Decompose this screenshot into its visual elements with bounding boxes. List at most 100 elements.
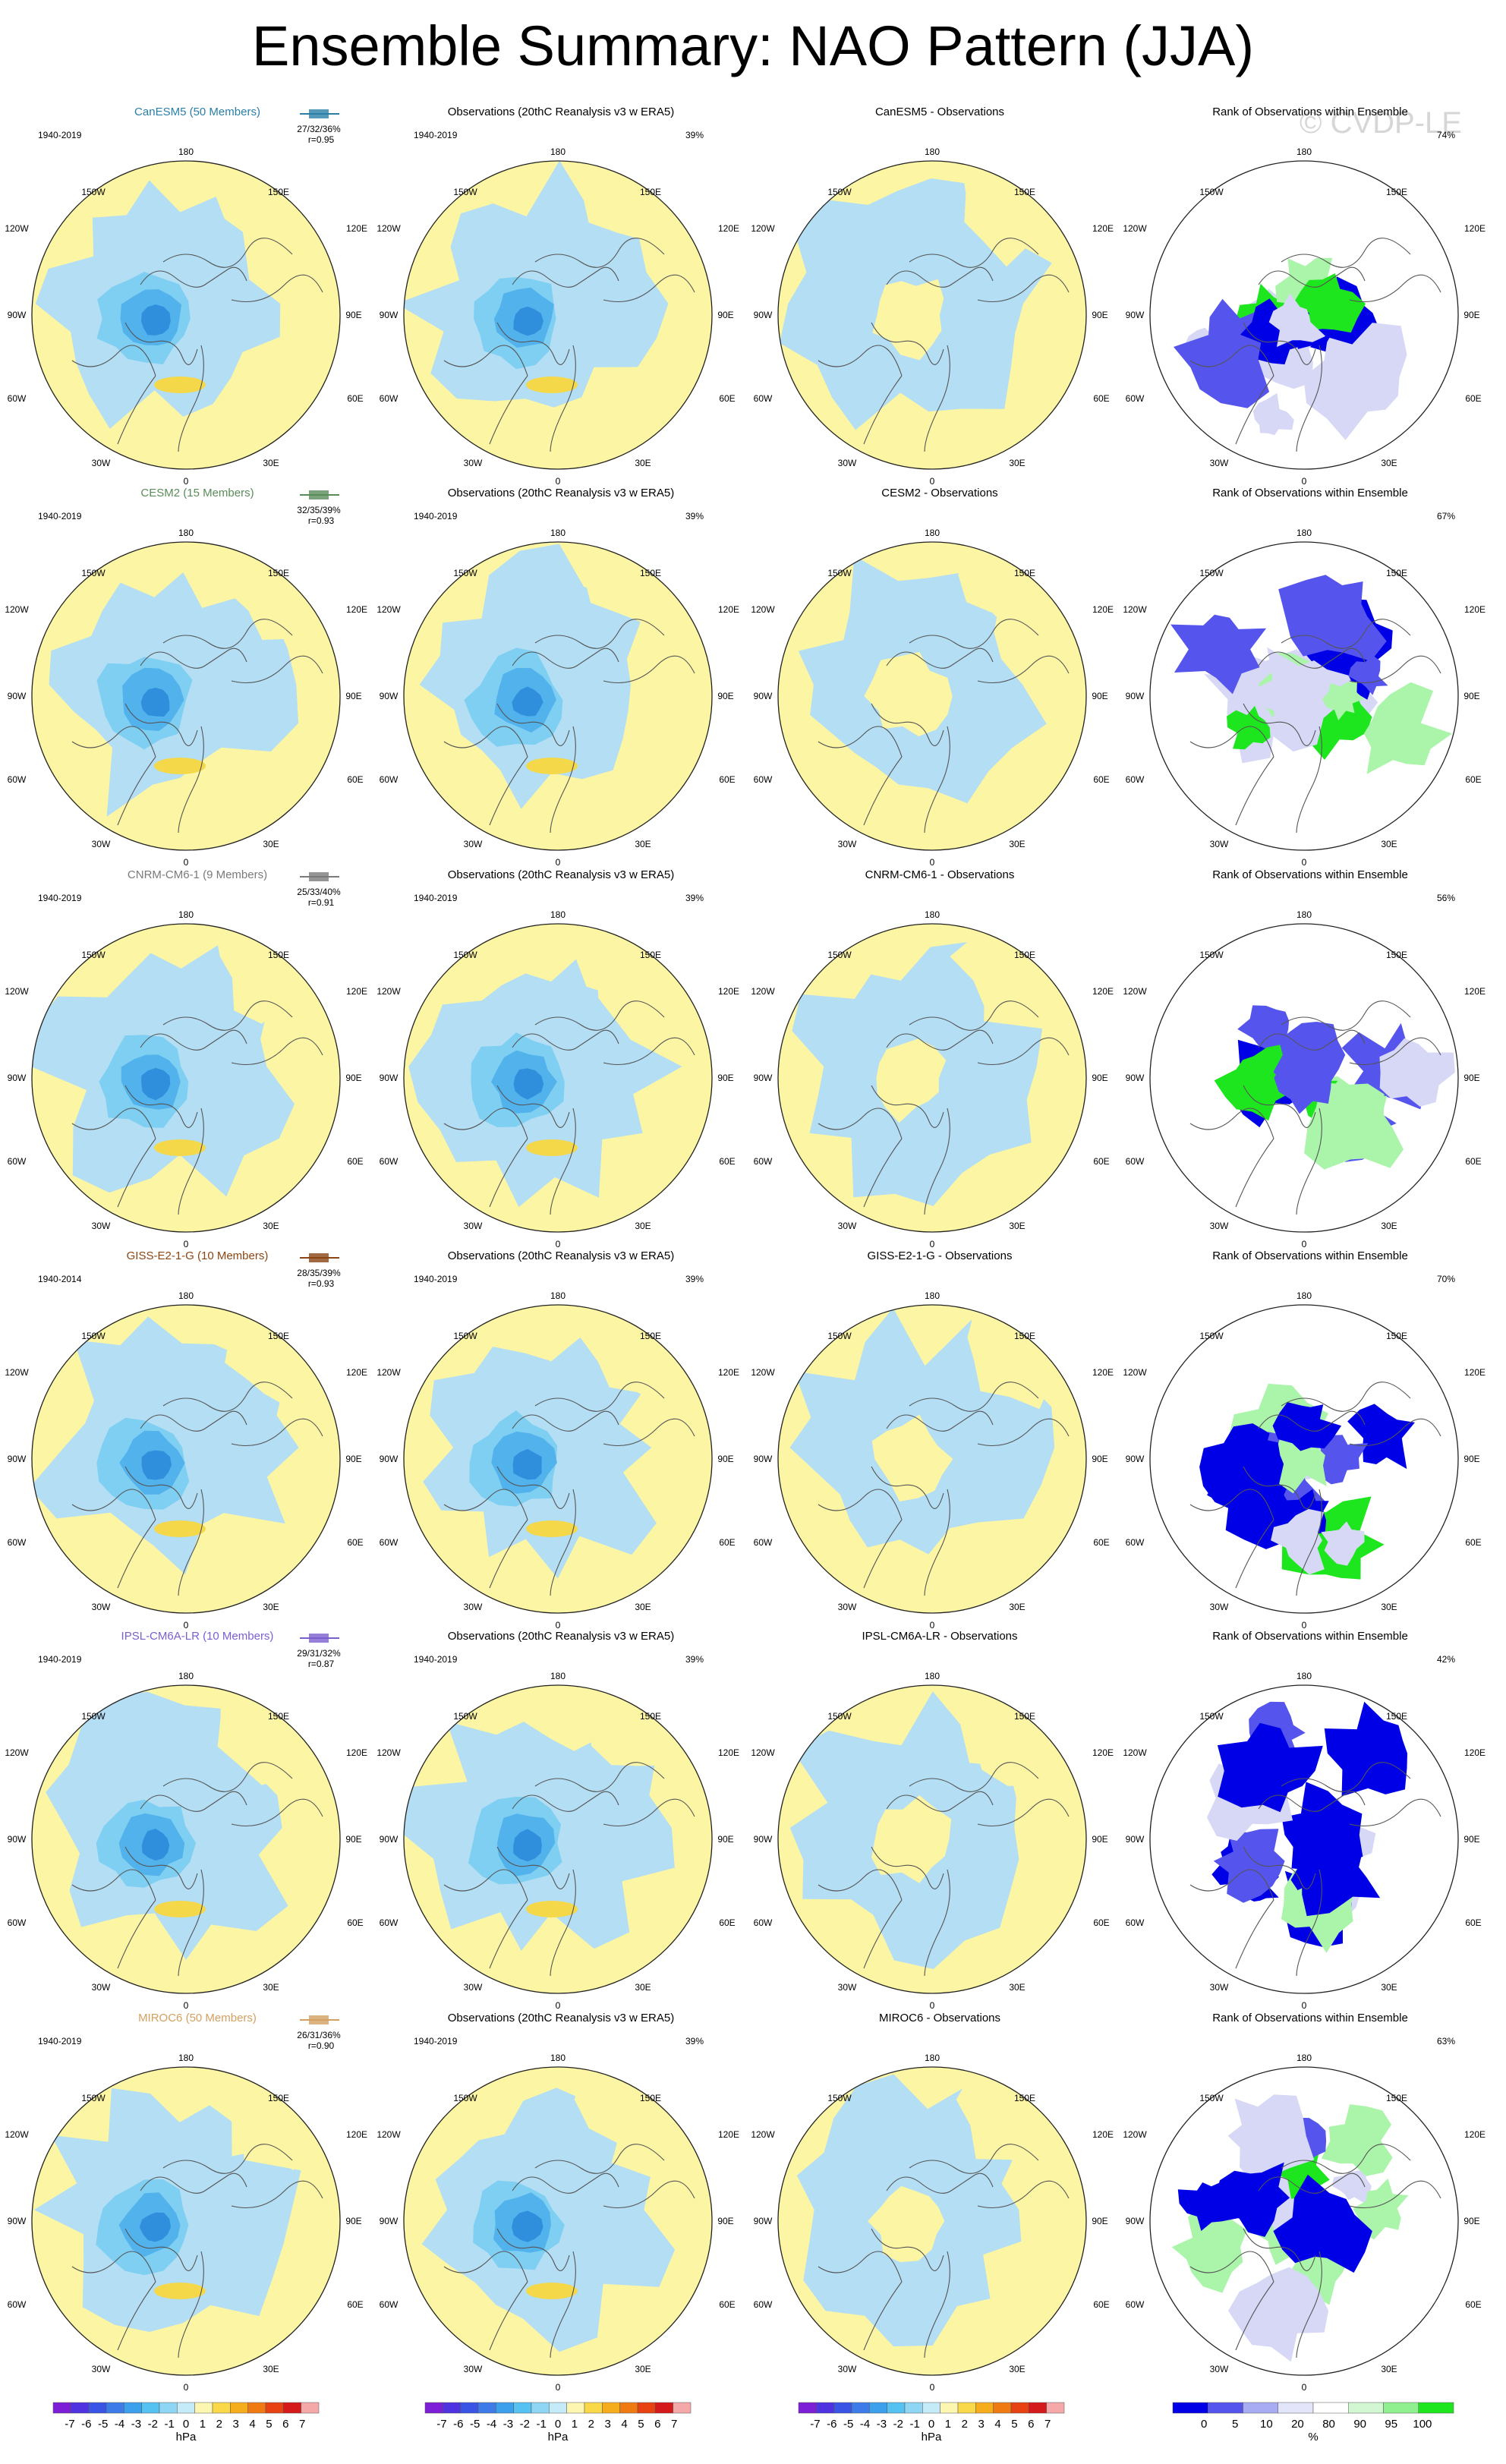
lon-label-30e: 30E [1009,839,1025,849]
colorbar-label: -6 [81,2418,91,2431]
colorbar-swatch-1 [1208,2402,1243,2414]
colorbar-swatch-3 [106,2402,124,2414]
obs-pct: 39% [685,130,704,140]
coastline-5 [603,1418,695,1447]
lon-label-0: 0 [930,2000,935,2011]
colorbar-label: 6 [654,2418,660,2431]
rank-title: Rank of Observations within Ensemble [1212,487,1408,499]
lon-label-0: 0 [184,1239,189,1249]
lon-label-30e: 30E [635,458,651,468]
coastline-2 [534,1000,665,1031]
coastline-4 [71,1108,156,1139]
map-border [403,923,713,1233]
coastline-3 [924,1489,950,1596]
lon-label-150e: 150E [268,2093,289,2103]
colorbar-unit: % [1308,2431,1318,2444]
map-panel-obs-1: 180 150W 150E 120W 120E 90W 90E 60W 60E 30W 30E 0 Ob… [376,106,739,487]
coastline-3 [924,1108,950,1215]
lon-label-90w: 90W [380,1454,399,1464]
lon-label-60w: 60W [380,1917,399,1928]
lon-label-30w: 30W [1210,458,1229,468]
coastline-0 [140,648,247,669]
lon-label-120e: 120E [346,1747,367,1758]
diff-positive-region [871,1795,952,1883]
rank-pct: 74% [1437,130,1455,140]
lon-label-120e: 120E [718,1367,739,1378]
coastline-3 [1296,345,1322,452]
lon-label-90e: 90E [717,1454,733,1464]
rank-title: Rank of Observations within Ensemble [1212,1249,1408,1262]
coastline-2 [162,2144,293,2174]
lon-label-120w: 120W [376,986,401,997]
lon-label-0: 0 [184,476,189,487]
lon-label-90e: 90E [1463,310,1479,320]
coastline-0 [140,266,247,288]
rank-region-12 [1215,2162,1290,2237]
colorbar-swatch-6 [904,2402,923,2414]
lon-label-120e: 120E [346,1367,367,1378]
lon-label-120e: 120E [1092,604,1114,615]
lon-label-120w: 120W [1123,1747,1147,1758]
map-border [31,160,341,470]
obs-pct: 39% [685,2036,704,2047]
lon-label-60e: 60E [347,1537,363,1548]
coastline-5 [1349,2180,1441,2209]
lon-label-120w: 120W [1123,2129,1147,2140]
lon-label-150w: 150W [1199,950,1224,960]
coastline-1 [871,2228,944,2271]
coastline-1 [124,1466,198,1509]
positive-core [526,377,578,393]
negative-core-3 [512,2210,543,2242]
colorbar-label: -6 [827,2418,836,2431]
lon-label-60w: 60W [8,2299,27,2310]
colorbar-swatch-3 [1278,2402,1314,2414]
lon-label-120e: 120E [1092,1367,1114,1378]
coastline-6 [863,1899,903,1969]
lon-label-150w: 150W [1199,187,1224,197]
rank-region-13 [1321,1521,1365,1566]
map-border [403,1684,713,1994]
coastline-0 [886,1029,994,1051]
lon-label-30w: 30W [92,2364,111,2374]
coastline-2 [162,619,293,649]
model-pct-stats: 26/31/36% [297,2030,341,2040]
coastline-5 [231,1798,323,1827]
rank-region-5 [1237,1005,1290,1054]
map-border [1149,923,1459,1233]
rank-pct: 70% [1437,1274,1455,1284]
lon-label-120w: 120W [5,1367,29,1378]
colorbar-label: -4 [115,2418,124,2431]
lon-label-180: 180 [550,2053,566,2063]
coastline-0 [512,2173,619,2194]
lon-label-60e: 60E [1465,1537,1481,1548]
lon-label-120w: 120W [376,604,401,615]
colorbar-swatch-11 [619,2402,638,2414]
coastline-0 [512,648,619,669]
lon-label-30e: 30E [263,1602,279,1612]
coastline-2 [909,1382,1039,1412]
positive-region-north [956,2067,1085,2164]
lon-label-90e: 90E [1092,1454,1107,1464]
lon-label-90e: 90E [345,310,361,320]
colorbar-label: 90 [1353,2418,1366,2431]
coastline-1 [496,2228,570,2271]
negative-core-3 [141,1829,170,1861]
obs-period: 1940-2019 [414,893,458,903]
rank-title: Rank of Observations within Ensemble [1212,2012,1408,2024]
colorbar-label: 0 [555,2418,561,2431]
map-panel-obs-2: 180 150W 150E 120W 120E 90W 90E 60W 60E 30W 30E 0 Ob… [376,487,739,868]
rank-title: Rank of Observations within Ensemble [1212,106,1408,118]
diff-positive-region [871,1414,953,1502]
map-border [1149,160,1459,470]
lon-label-60e: 60E [1093,1537,1109,1548]
colorbar-swatch-13 [1029,2402,1047,2414]
colorbar-label: 1 [572,2418,578,2431]
lon-label-30e: 30E [263,1982,279,1993]
lon-label-90e: 90E [345,1073,361,1083]
lon-label-60w: 60W [754,393,773,404]
rank-region-5 [1363,682,1453,774]
coastline-1 [496,1466,570,1509]
rank-region-2 [1321,2104,1393,2176]
rank-title: Rank of Observations within Ensemble [1212,868,1408,881]
lon-label-30e: 30E [635,1221,651,1231]
